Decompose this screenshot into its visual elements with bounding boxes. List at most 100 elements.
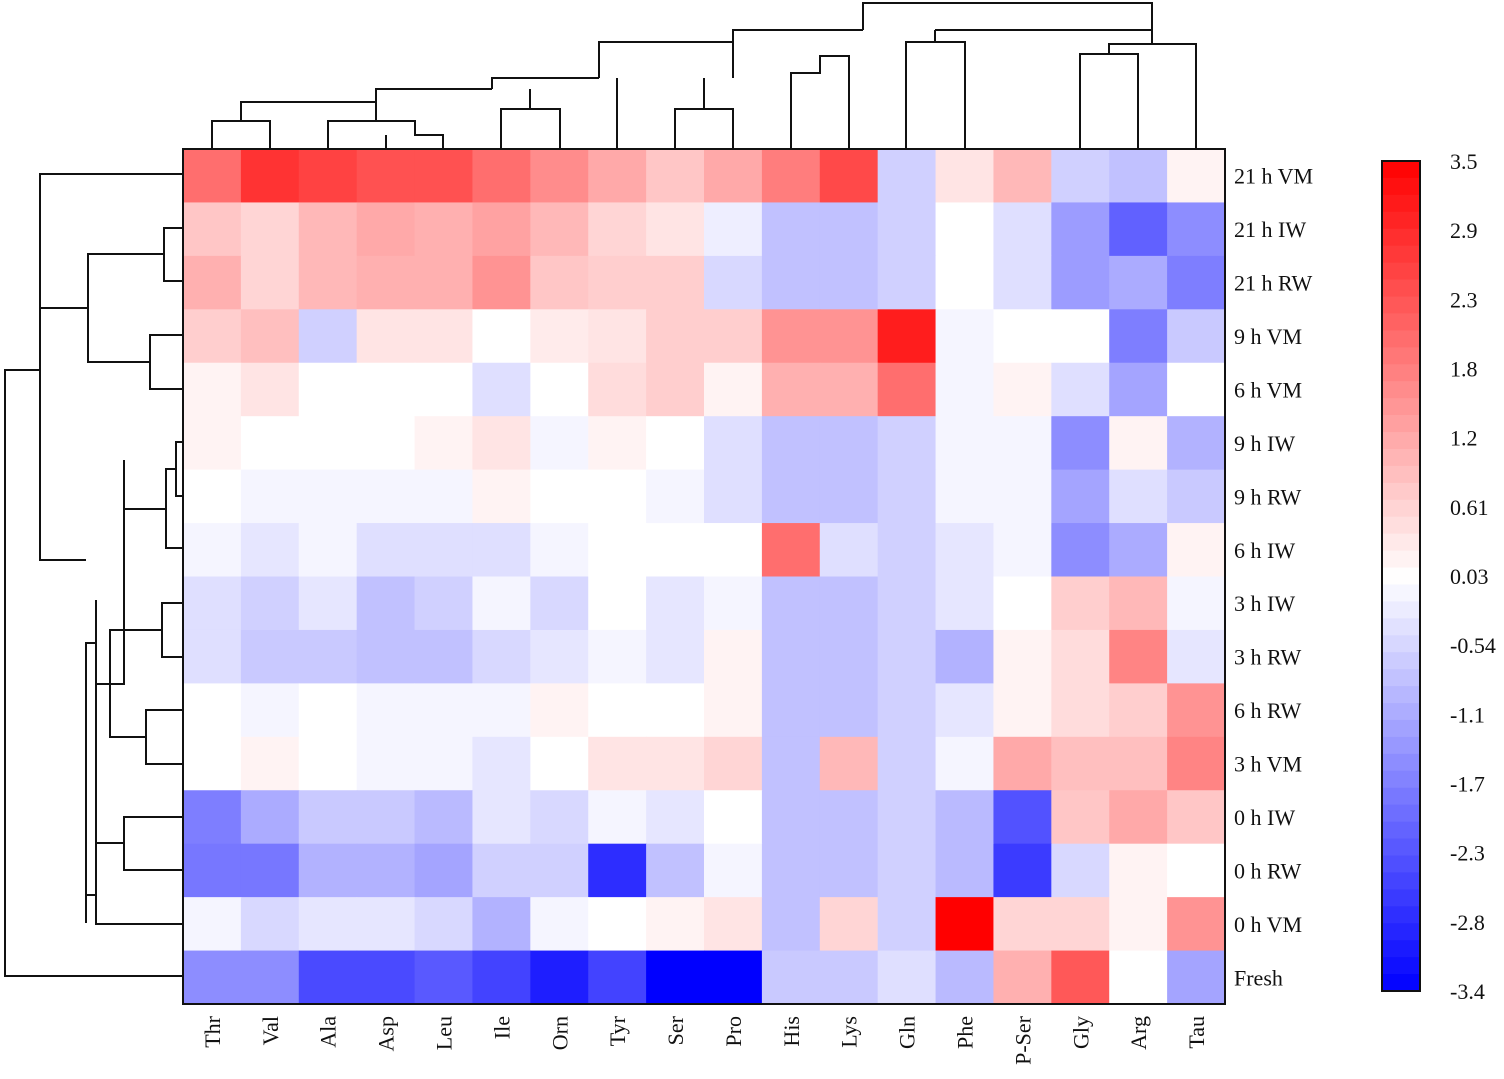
heatmap-cell xyxy=(761,897,821,952)
heatmap-cell xyxy=(1051,469,1110,524)
heatmap-cell xyxy=(1167,736,1226,791)
heatmap-cell xyxy=(414,897,474,952)
heatmap-cell xyxy=(183,843,242,898)
heatmap-cell xyxy=(935,897,995,952)
heatmap-cell xyxy=(935,469,995,524)
heatmap-cell xyxy=(761,469,821,524)
heatmap-cell xyxy=(761,576,821,631)
heatmap-cell xyxy=(414,255,474,310)
heatmap-cell xyxy=(819,255,879,310)
heatmap-cell xyxy=(877,629,937,684)
row-label: 0 h VM xyxy=(1234,912,1302,937)
heatmap-cell xyxy=(240,255,300,310)
column-label: Orn xyxy=(547,1016,572,1050)
colorbar-step xyxy=(1382,719,1420,738)
heatmap-cell xyxy=(414,629,474,684)
heatmap-cell xyxy=(993,255,1052,310)
heatmap-cell xyxy=(472,950,531,1005)
heatmap-cell xyxy=(1167,843,1226,898)
colorbar-step xyxy=(1382,398,1420,416)
row-label: 0 h RW xyxy=(1234,858,1301,883)
heatmap-cell xyxy=(298,202,358,257)
heatmap-cell xyxy=(877,683,937,738)
heatmap-cell xyxy=(414,362,474,417)
colorbar-tick-label: 0.03 xyxy=(1450,564,1489,589)
colorbar-step xyxy=(1382,516,1420,535)
heatmap-cell xyxy=(1167,149,1226,204)
heatmap-cell xyxy=(183,469,242,524)
column-label: Pro xyxy=(721,1016,746,1047)
row-dendrogram xyxy=(4,173,183,977)
heatmap-cell xyxy=(1051,790,1110,845)
heatmap-cell xyxy=(588,736,647,791)
heatmap-cell xyxy=(356,362,416,417)
colorbar-step xyxy=(1382,177,1420,196)
colorbar-tick-label: 0.61 xyxy=(1450,495,1489,520)
heatmap-cell xyxy=(240,469,300,524)
heatmap-cell xyxy=(877,469,937,524)
heatmap-cell xyxy=(1167,202,1226,257)
row-label: 9 h VM xyxy=(1234,324,1302,349)
column-label: Lys xyxy=(837,1016,862,1048)
heatmap-cell xyxy=(704,790,763,845)
heatmap-cell xyxy=(646,683,705,738)
row-label: 9 h RW xyxy=(1234,484,1301,509)
heatmap-cell xyxy=(183,897,242,952)
colorbar-step xyxy=(1382,381,1420,399)
column-label: Gly xyxy=(1068,1016,1093,1049)
heatmap-cell xyxy=(993,950,1052,1005)
heatmap-cell xyxy=(183,255,242,310)
colorbar-step xyxy=(1382,872,1420,890)
heatmap-cell xyxy=(240,897,300,952)
heatmap-cell xyxy=(761,149,821,204)
heatmap-cell xyxy=(1051,149,1110,204)
heatmap-cell xyxy=(414,843,474,898)
colorbar-step xyxy=(1382,228,1420,247)
colorbar-step xyxy=(1382,161,1420,179)
heatmap-cell xyxy=(183,629,242,684)
colorbar-step xyxy=(1382,940,1420,958)
heatmap-cell xyxy=(530,629,589,684)
heatmap-cell xyxy=(472,149,531,204)
colorbar-step xyxy=(1382,448,1420,467)
heatmap-cell xyxy=(993,416,1052,471)
colorbar-step xyxy=(1382,364,1420,382)
heatmap-cell xyxy=(183,202,242,257)
heatmap-cell xyxy=(993,629,1052,684)
row-label: Fresh xyxy=(1234,965,1283,990)
heatmap-cell xyxy=(1051,416,1110,471)
heatmap-cell xyxy=(530,202,589,257)
row-label: 3 h VM xyxy=(1234,752,1302,777)
heatmap-cell xyxy=(646,629,705,684)
heatmap-cell xyxy=(877,790,937,845)
heatmap-cell xyxy=(414,202,474,257)
heatmap-cell xyxy=(993,576,1052,631)
heatmap-cell xyxy=(240,309,300,364)
heatmap-cell xyxy=(472,202,531,257)
heatmap-cell xyxy=(646,576,705,631)
heatmap-cell xyxy=(1051,309,1110,364)
row-label: 0 h IW xyxy=(1234,805,1295,830)
heatmap-cell xyxy=(646,790,705,845)
heatmap-cell xyxy=(1051,683,1110,738)
heatmap-cell xyxy=(472,843,531,898)
colorbar xyxy=(1382,161,1420,992)
colorbar-tick-label: 3.5 xyxy=(1450,149,1478,174)
column-label: P-Ser xyxy=(1010,1015,1035,1065)
colorbar-step xyxy=(1382,669,1420,687)
heatmap-cell xyxy=(240,362,300,417)
heatmap-cell xyxy=(1051,629,1110,684)
heatmap-cell xyxy=(1109,309,1168,364)
heatmap-cell xyxy=(761,523,821,578)
heatmap-cell xyxy=(414,149,474,204)
heatmap-cell xyxy=(356,255,416,310)
colorbar-step xyxy=(1382,787,1420,806)
heatmap-cell xyxy=(819,843,879,898)
heatmap-cell xyxy=(761,309,821,364)
heatmap-cell xyxy=(646,149,705,204)
colorbar-step xyxy=(1382,533,1420,552)
heatmap-cell xyxy=(356,149,416,204)
heatmap-cell xyxy=(761,736,821,791)
row-label: 9 h IW xyxy=(1234,431,1295,456)
column-label: Phe xyxy=(953,1016,978,1049)
